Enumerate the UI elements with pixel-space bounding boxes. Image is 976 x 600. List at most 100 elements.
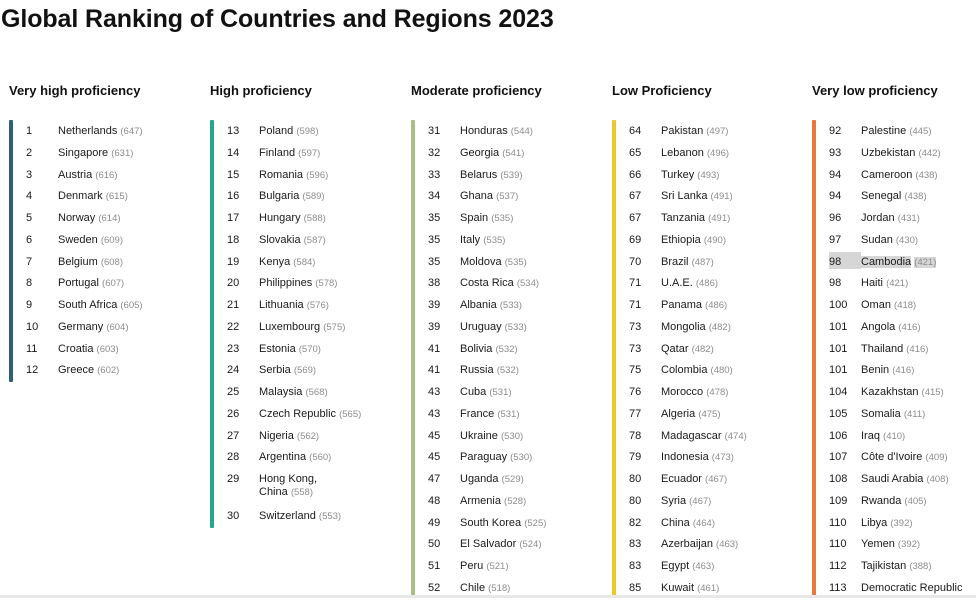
country-name[interactable]: Estonia [259, 342, 296, 355]
country-name[interactable]: Yemen [861, 538, 895, 551]
country-row[interactable]: 16 Bulgaria (589) [227, 186, 361, 208]
country-name[interactable]: Nigeria [259, 429, 294, 442]
country-row[interactable]: 25 Malaysia (568) [227, 382, 361, 404]
country-name[interactable]: Armenia [460, 494, 501, 507]
country-name-line2[interactable]: China [259, 486, 288, 498]
country-name[interactable]: Uzbekistan [861, 146, 916, 159]
country-row[interactable]: 107 Côte d'Ivoire (409) [829, 447, 962, 469]
country-row[interactable]: 22 Luxembourg (575) [227, 317, 361, 339]
country-name[interactable]: Brazil [661, 255, 689, 268]
country-row[interactable]: 70 Brazil (487) [629, 252, 747, 274]
country-row[interactable]: 109 Rwanda (405) [829, 491, 962, 513]
country-name[interactable]: Singapore [58, 146, 109, 159]
country-name[interactable]: South Africa [58, 299, 118, 311]
country-name[interactable]: Ghana [460, 190, 494, 203]
country-row[interactable]: 31 Honduras (544) [428, 121, 546, 143]
country-name[interactable]: Uruguay [460, 320, 502, 333]
country-name[interactable]: Moldova [460, 255, 502, 268]
country-row[interactable]: 8 Portugal (607) [26, 273, 143, 295]
country-row[interactable]: 23 Estonia (570) [227, 339, 361, 361]
country-name[interactable]: Haiti [861, 277, 884, 290]
country-row[interactable]: 3 Austria (616) [26, 165, 143, 187]
country-name[interactable]: Bolivia [460, 342, 493, 355]
country-name[interactable]: Morocco [661, 386, 704, 398]
country-name[interactable]: Austria [58, 168, 93, 181]
country-row[interactable]: 45 Paraguay (530) [428, 447, 546, 469]
country-row[interactable]: 35 Moldova (535) [428, 252, 546, 274]
country-row[interactable]: 50 El Salvador (524) [428, 534, 546, 556]
country-row[interactable]: 12 Greece (602) [26, 360, 143, 382]
country-row[interactable]: 71 U.A.E. (486) [629, 273, 747, 295]
country-name[interactable]: Saudi Arabia [861, 473, 924, 485]
country-row[interactable]: 104 Kazakhstan (415) [829, 382, 962, 404]
country-row[interactable]: 92 Palestine (445) [829, 121, 962, 143]
country-row[interactable]: 41 Bolivia (532) [428, 339, 546, 361]
country-row[interactable]: 14 Finland (597) [227, 143, 361, 165]
country-name[interactable]: Lebanon [661, 146, 704, 159]
country-row[interactable]: 98 Haiti (421) [829, 273, 962, 295]
country-name[interactable]: Palestine [861, 125, 907, 137]
country-name[interactable]: Paraguay [460, 451, 508, 464]
country-name[interactable]: Croatia [58, 342, 94, 355]
country-row[interactable]: 98 Cambodia (421) [829, 251, 962, 274]
country-name[interactable]: Jordan [861, 212, 895, 224]
country-row[interactable]: 73 Mongolia (482) [629, 317, 747, 339]
country-name[interactable]: Belgium [58, 255, 98, 268]
country-name[interactable]: France [460, 407, 495, 420]
country-name[interactable]: El Salvador [460, 538, 517, 551]
country-name[interactable]: Algeria [661, 407, 696, 420]
country-row[interactable]: 41 Russia (532) [428, 360, 546, 382]
country-row[interactable]: 82 China (464) [629, 513, 747, 535]
country-row[interactable]: 65 Lebanon (496) [629, 143, 747, 165]
country-name[interactable]: Turkey [661, 168, 695, 181]
country-name[interactable]: Sudan [861, 233, 893, 246]
country-row[interactable]: 26 Czech Republic (565) [227, 404, 361, 426]
country-name[interactable]: Syria [661, 494, 687, 507]
country-name[interactable]: Thailand [861, 342, 904, 355]
country-row[interactable]: 43 France (531) [428, 404, 546, 426]
country-row[interactable]: 67 Sri Lanka (491) [629, 186, 747, 208]
country-name[interactable]: Qatar [661, 342, 689, 355]
country-name[interactable]: Côte d'Ivoire [861, 451, 923, 464]
country-name[interactable]: Spain [460, 212, 489, 224]
country-row[interactable]: 2 Singapore (631) [26, 143, 143, 165]
country-row[interactable]: 45 Ukraine (530) [428, 426, 546, 448]
country-name[interactable]: Albania [460, 299, 497, 311]
country-name[interactable]: Kazakhstan [861, 386, 919, 398]
country-name[interactable]: Cameroon [861, 168, 913, 181]
country-name[interactable]: Ethiopia [661, 233, 701, 246]
country-row[interactable]: 110 Yemen (392) [829, 534, 962, 556]
country-name[interactable]: Cambodia [861, 255, 912, 268]
country-name[interactable]: Ukraine [460, 429, 498, 442]
country-name[interactable]: Iraq [861, 429, 880, 442]
country-name[interactable]: Colombia [661, 364, 708, 377]
country-row[interactable]: 9 South Africa (605) [26, 295, 143, 317]
country-name[interactable]: Sweden [58, 233, 98, 246]
country-name[interactable]: Angola [861, 320, 896, 333]
country-row[interactable]: 108 Saudi Arabia (408) [829, 469, 962, 491]
country-row[interactable]: 11 Croatia (603) [26, 339, 143, 361]
country-name[interactable]: Russia [460, 364, 494, 377]
country-row[interactable]: 105 Somalia (411) [829, 404, 962, 426]
country-name[interactable]: Greece [58, 364, 95, 377]
country-row[interactable]: 79 Indonesia (473) [629, 447, 747, 469]
country-name[interactable]: Panama [661, 299, 702, 311]
country-name[interactable]: Slovakia [259, 233, 301, 246]
country-row[interactable]: 94 Cameroon (438) [829, 165, 962, 187]
country-row[interactable]: 85 Kuwait (461) [629, 578, 747, 600]
country-row[interactable]: 21 Lithuania (576) [227, 295, 361, 317]
country-row[interactable]: 100 Oman (418) [829, 295, 962, 317]
country-row[interactable]: 66 Turkey (493) [629, 165, 747, 187]
country-name[interactable]: Sri Lanka [661, 190, 708, 203]
country-row[interactable]: 47 Uganda (529) [428, 469, 546, 491]
country-row[interactable]: 52 Chile (518) [428, 578, 546, 600]
country-row[interactable]: 1 Netherlands (647) [26, 121, 143, 143]
country-name[interactable]: Lithuania [259, 299, 304, 311]
country-name[interactable]: Georgia [460, 146, 500, 159]
country-row[interactable]: 7 Belgium (608) [26, 252, 143, 274]
country-row[interactable]: 20 Philippines (578) [227, 273, 361, 295]
country-row[interactable]: 112 Tajikistan (388) [829, 556, 962, 578]
country-name[interactable]: Azerbaijan [661, 538, 713, 551]
country-row[interactable]: 69 Ethiopia (490) [629, 230, 747, 252]
country-name[interactable]: Honduras [460, 125, 508, 137]
